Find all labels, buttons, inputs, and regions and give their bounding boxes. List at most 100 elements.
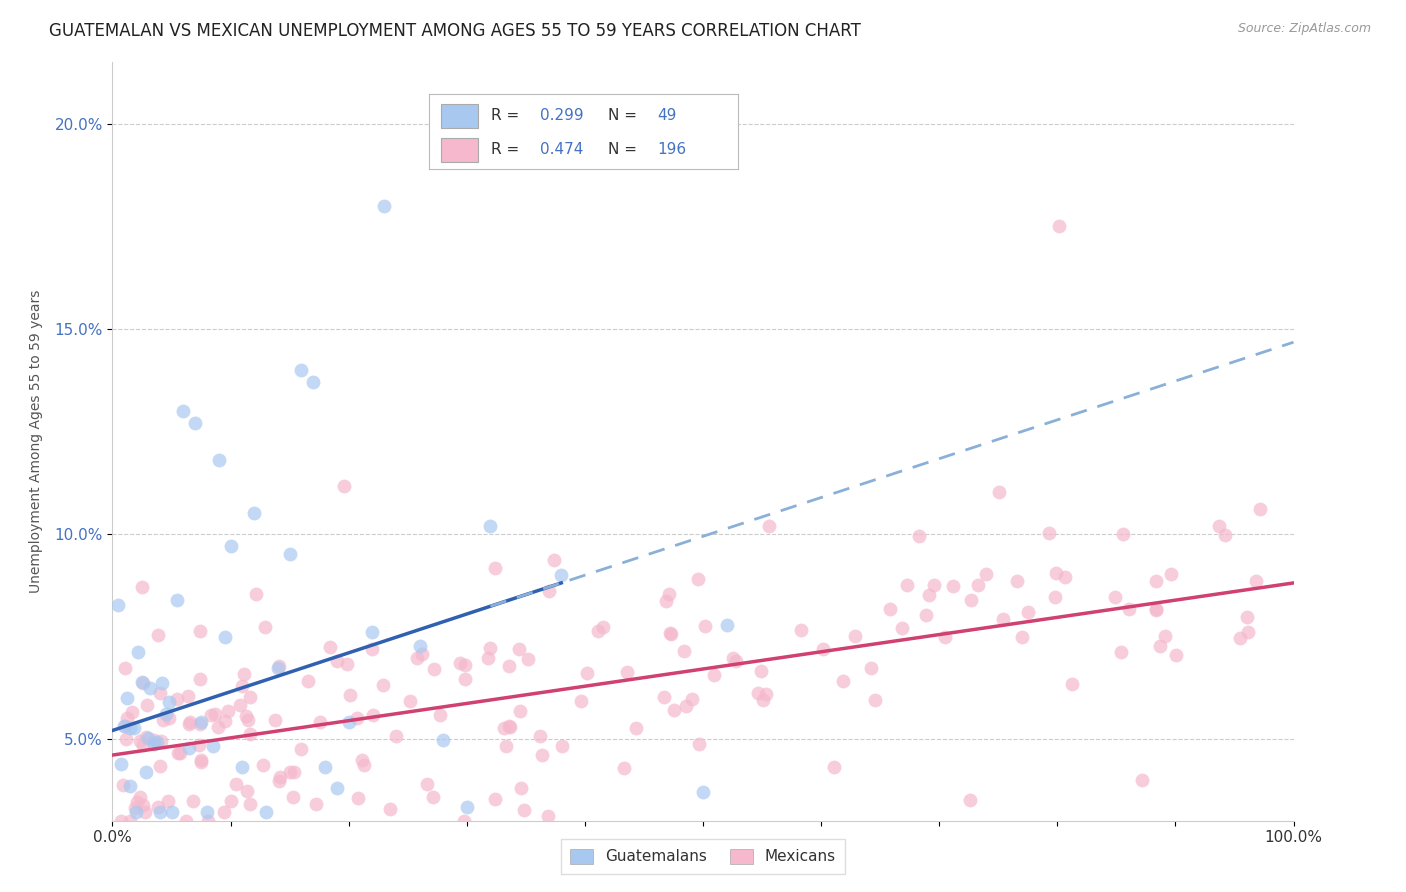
Point [314,760,336,774]
Point [115,711,138,725]
Point [654,594,676,608]
Point [131,675,153,690]
Point [134,805,156,819]
Point [217,705,239,719]
Point [112,778,135,792]
Point [531,747,554,762]
FancyBboxPatch shape [441,137,478,161]
Point [967,578,990,592]
Point [231,679,253,693]
Point [453,814,475,828]
Point [1249,501,1271,516]
Point [347,791,370,805]
Text: N =: N = [609,108,643,123]
Point [207,720,229,734]
Point [325,654,347,668]
Point [152,713,174,727]
Point [136,698,159,713]
Point [692,785,714,799]
Point [155,706,177,721]
Point [132,797,155,812]
Point [453,673,475,687]
Point [157,695,180,709]
Point [1045,590,1067,604]
Point [408,639,430,653]
Point [863,693,886,707]
Point [128,789,150,804]
Point [229,698,252,712]
Point [245,587,267,601]
Point [891,621,914,635]
Point [236,784,259,798]
Point [1144,574,1167,589]
Point [179,741,201,756]
Point [346,711,368,725]
Point [1144,601,1167,615]
Point [201,739,224,754]
Point [832,674,855,689]
Point [758,518,780,533]
Point [184,416,207,430]
Point [1236,625,1258,640]
Point [264,714,287,728]
Point [302,375,325,389]
Point [114,661,136,675]
Point [120,721,142,735]
Point [188,624,211,638]
Point [160,805,183,820]
Point [538,583,561,598]
Point [239,690,262,705]
Point [672,644,695,658]
Point [174,814,197,828]
Point [484,560,506,574]
Point [652,690,675,704]
Point [232,667,254,681]
Point [659,627,682,641]
Point [125,805,148,820]
Point [1109,645,1132,659]
Point [239,727,262,741]
Point [333,479,356,493]
Point [373,199,395,213]
Point [115,731,138,746]
Point [1154,629,1177,643]
Text: 0.299: 0.299 [540,108,583,123]
Point [1047,219,1070,234]
Point [353,757,375,772]
Point [918,589,941,603]
Point [120,814,142,828]
Point [1229,632,1251,646]
Point [190,755,212,769]
Point [823,759,845,773]
Point [1149,639,1171,653]
Point [934,630,956,644]
Point [297,674,319,689]
Point [1144,602,1167,616]
Point [195,805,218,820]
Point [134,730,156,744]
Point [749,664,772,678]
Point [626,722,648,736]
Point [122,721,145,735]
Point [498,719,520,733]
Point [1104,590,1126,604]
Point [592,620,614,634]
Point [337,714,360,729]
Point [536,808,558,822]
Point [529,730,551,744]
Point [1130,772,1153,787]
Point [513,803,536,817]
Point [267,773,290,788]
Point [225,777,247,791]
Point [494,721,516,735]
Point [243,506,266,520]
Point [142,732,165,747]
Point [1060,677,1083,691]
Point [208,453,231,467]
Point [254,805,277,820]
Point [142,737,165,751]
Point [384,729,406,743]
Point [267,661,290,675]
Point [190,714,212,729]
Point [510,780,533,795]
